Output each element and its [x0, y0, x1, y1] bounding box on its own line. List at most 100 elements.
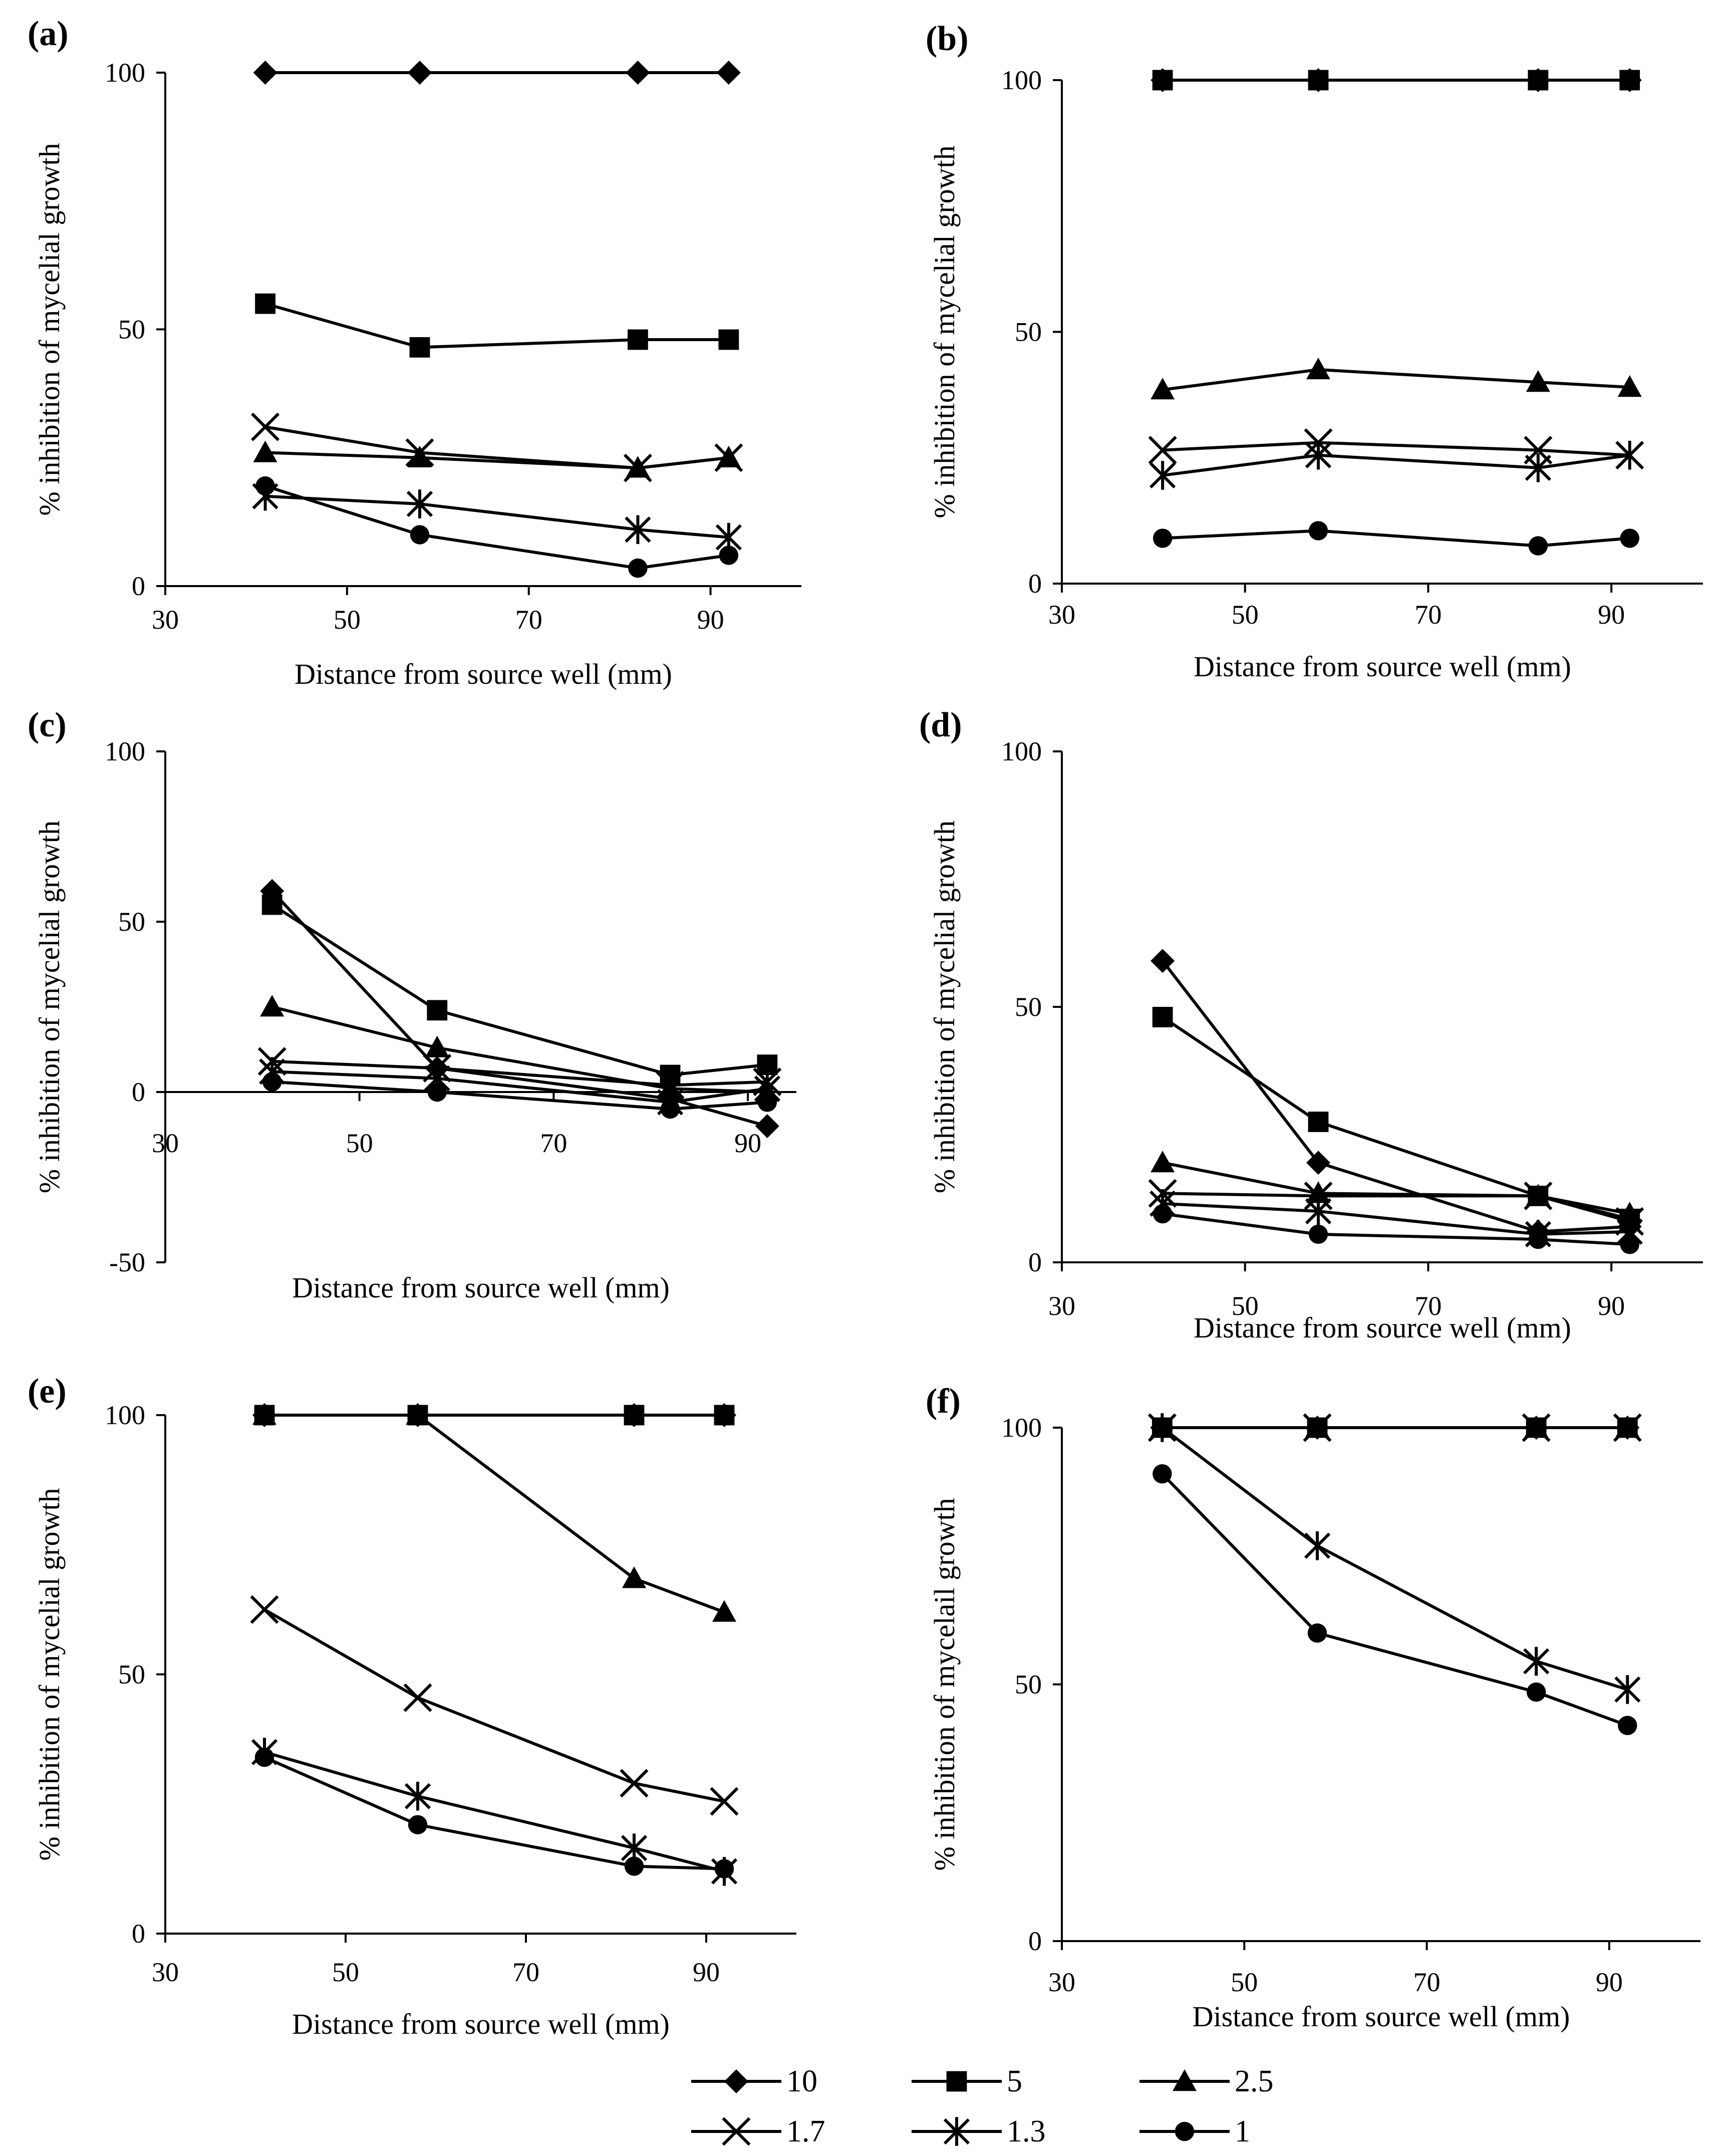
data-point-star: [1305, 1197, 1332, 1226]
data-point-square: [628, 329, 648, 350]
legend-marker-circle: [1175, 2121, 1195, 2141]
data-point-circle: [757, 1093, 777, 1112]
x-tick-label: 90: [1598, 1291, 1625, 1321]
y-tick-label: 100: [1001, 65, 1042, 95]
series-line: [1162, 529, 1630, 548]
series-line: [265, 494, 729, 539]
y-tick-label: 50: [118, 907, 145, 937]
data-point-star: [1616, 440, 1643, 470]
data-point-square: [624, 1405, 645, 1426]
y-axis-label: % inhibition of mycelail growth: [928, 1498, 961, 1870]
data-point-triangle: [1306, 1181, 1330, 1203]
series-line: [1161, 960, 1630, 1233]
data-point-circle: [1526, 1682, 1546, 1702]
legend-marker-x: [722, 2117, 751, 2146]
x-tick-label: 50: [1231, 1967, 1258, 1997]
y-axis-label: % inhibition of mycelial growth: [33, 1488, 66, 1860]
series-line: [264, 484, 729, 570]
series-line: [1162, 1212, 1630, 1246]
y-axis-label: % inhibition of mycelial growth: [928, 145, 961, 518]
chart-panel-d: (d) 0 50 100 30 50 70 90 % inhibition of mycelia…: [919, 706, 1703, 1344]
series-line: [264, 1414, 725, 1614]
data-point-circle: [719, 546, 739, 565]
legend: 10 5 2.5 1.7 1.3 1: [691, 2064, 1274, 2148]
data-point-square: [1528, 70, 1549, 91]
series-line: [272, 1070, 768, 1104]
x-tick-label: 50: [332, 1957, 359, 1987]
legend-item-1.3: 1.3: [912, 2114, 1046, 2148]
y-axis-label: % inhibition of mycelial growth: [33, 821, 66, 1193]
legend-item-1.7: 1.7: [691, 2114, 825, 2148]
y-tick-label: 100: [105, 1400, 145, 1430]
series-1.3: [1150, 440, 1643, 490]
data-point-triangle: [712, 1600, 736, 1622]
data-point-x: [710, 1787, 739, 1816]
chart-panel-e: (e) 0 50 100 30 50 70 90 % inhibition of mycelia…: [28, 1372, 796, 2040]
series-1: [255, 476, 739, 578]
series-10: [1151, 949, 1642, 1244]
x-axis-label: Distance from source well (mm): [295, 658, 672, 690]
y-tick-label: 0: [132, 1077, 145, 1107]
x-axis-label: Distance from source well (mm): [1193, 2000, 1570, 2033]
data-point-triangle: [260, 995, 284, 1017]
y-tick-label: 50: [118, 315, 145, 345]
data-point-triangle: [253, 440, 277, 462]
data-point-square: [1152, 70, 1173, 91]
chart-panel-a: (a) 0 50 100 30 50 70 90 % inhibition of mycelia…: [28, 15, 801, 690]
legend-item-2.5: 2.5: [1139, 2064, 1274, 2098]
series-line: [1162, 368, 1630, 392]
data-point-x: [250, 1595, 279, 1624]
x-tick-label: 30: [152, 1957, 179, 1987]
data-point-x: [1304, 1181, 1333, 1210]
data-point-circle: [1153, 1464, 1172, 1484]
data-point-x: [1303, 1413, 1332, 1442]
legend-label: 2.5: [1235, 2064, 1274, 2098]
data-point-diamond: [626, 61, 650, 85]
data-point-x: [1613, 1413, 1642, 1442]
x-tick-label: 90: [697, 605, 724, 635]
x-axis-label: Distance from source well (mm): [1194, 650, 1571, 683]
x-tick-label: 70: [1413, 1967, 1441, 1997]
panel-label: (b): [926, 20, 969, 58]
data-point-square: [1308, 70, 1329, 91]
data-point-triangle: [1151, 378, 1175, 400]
data-point-triangle: [622, 1566, 646, 1588]
panel-label: (e): [28, 1372, 67, 1411]
y-tick-label: 0: [1028, 1247, 1042, 1277]
y-tick-label: 0: [1028, 1926, 1042, 1956]
data-point-star: [406, 489, 433, 518]
panel-label: (f): [926, 1382, 961, 1421]
series-10: [253, 61, 741, 85]
legend-marker-star: [943, 2117, 970, 2146]
data-point-x: [623, 453, 652, 482]
x-tick-label: 70: [515, 605, 542, 635]
x-axis-label: Distance from source well (mm): [292, 1271, 670, 1304]
y-tick-label: 50: [118, 1660, 145, 1690]
data-point-square: [1152, 1007, 1173, 1027]
series-1.3: [1149, 1413, 1641, 1704]
data-point-circle: [1618, 1716, 1637, 1735]
data-point-square: [261, 894, 282, 915]
data-point-circle: [628, 558, 648, 578]
series-line: [1162, 1202, 1630, 1236]
data-point-star: [1305, 440, 1332, 470]
data-point-triangle: [1617, 1202, 1642, 1224]
x-tick-label: 50: [346, 1128, 373, 1158]
data-point-circle: [408, 1815, 428, 1834]
data-point-circle: [1153, 1204, 1173, 1224]
data-point-triangle: [425, 1035, 449, 1057]
legend-label: 5: [1007, 2064, 1022, 2098]
y-tick-label: 50: [1015, 317, 1042, 347]
chart-panel-b: (b) 0 50 100 30 50 70 90 % inhibition of mycelia…: [926, 20, 1703, 683]
data-point-circle: [1308, 1224, 1328, 1244]
y-tick-label: 100: [1001, 1413, 1042, 1443]
series-5: [255, 293, 739, 358]
data-point-x: [405, 438, 434, 467]
data-point-triangle: [408, 445, 432, 467]
data-point-x: [251, 412, 280, 441]
x-tick-label: 30: [1048, 1967, 1075, 1997]
series-1.3: [251, 1737, 738, 1886]
x-tick-label: 70: [1414, 1291, 1442, 1321]
data-point-circle: [1528, 1229, 1548, 1249]
